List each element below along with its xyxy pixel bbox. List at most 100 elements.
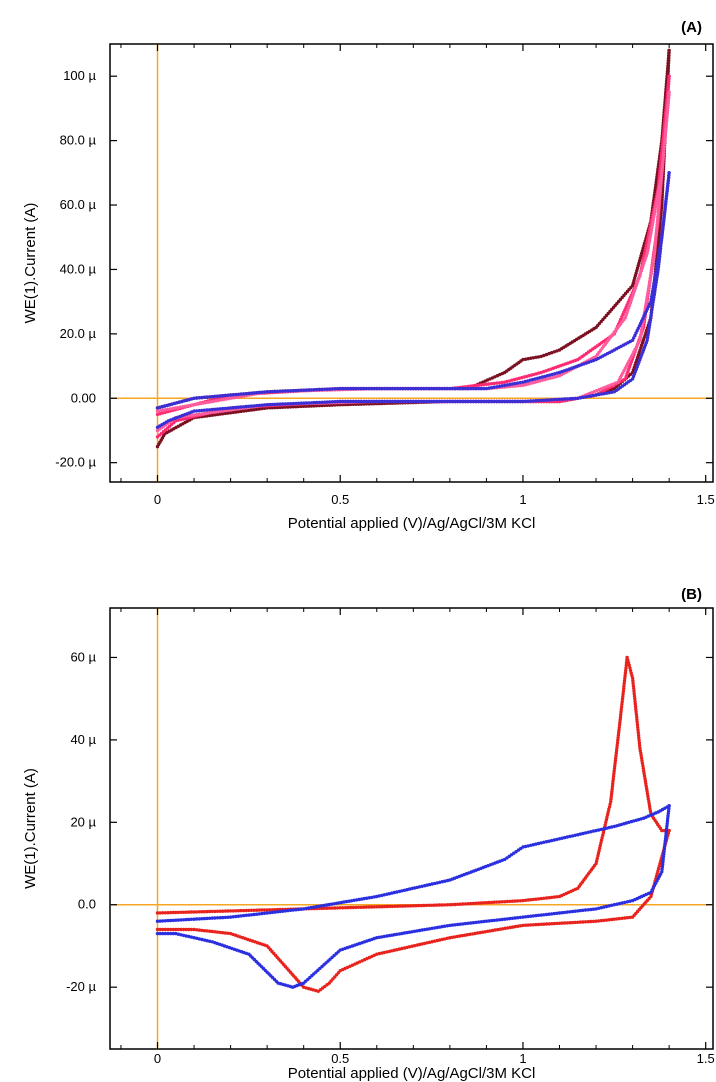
chart-a-data-point [214, 399, 218, 403]
chart-a-data-point [654, 180, 658, 184]
chart-b-data-point [647, 804, 652, 809]
chart-b-data-point [547, 912, 551, 916]
chart-a-data-point [359, 399, 363, 404]
chart-a-data-point [206, 400, 211, 404]
chart-b-data-point [602, 918, 606, 923]
chart-a-data-point [555, 397, 559, 402]
chart-a-data-point [176, 405, 180, 410]
chart-a-data-point [646, 246, 650, 250]
chart-a-data-point [375, 399, 379, 404]
chart-b-data-point [155, 931, 160, 936]
chart-a-data-point [508, 399, 512, 404]
chart-a-data-point [406, 386, 410, 391]
chart-b-data-point [665, 819, 670, 823]
chart-a-data-point [648, 318, 653, 322]
chart-b-data-point [552, 838, 556, 842]
chart-b-data-point [643, 776, 647, 781]
chart-b-data-point [560, 911, 564, 915]
chart-a-data-point [335, 399, 340, 404]
chart-a-data-point [495, 399, 499, 404]
chart-a-data-point [221, 412, 225, 416]
chart-a-data-point [643, 251, 647, 255]
chart-b-data-point [466, 921, 470, 925]
chart-b-data-point [510, 899, 515, 903]
chart-a-data-point [411, 399, 415, 404]
chart-b-data-point [631, 684, 636, 688]
chart-a-data-point [640, 325, 644, 330]
chart-a-data-point [191, 403, 195, 407]
chart-a-data-point [309, 388, 314, 392]
chart-a-data-point [341, 386, 345, 391]
chart-a-data-point [406, 399, 410, 404]
chart-b-data-point [362, 896, 366, 901]
chart-a-data-point [647, 328, 651, 332]
chart-a-data-point [597, 392, 601, 397]
chart-b-data-point [547, 839, 551, 843]
chart-b-data-point [609, 797, 613, 801]
chart-b-data-point [547, 896, 551, 900]
chart-b-data-point [654, 874, 659, 878]
chart-a-data-point [651, 220, 655, 224]
chart-a-data-point [401, 399, 405, 404]
chart-b-data-point [356, 905, 361, 909]
chart-a-data-point [315, 387, 319, 392]
chart-b-data-point [260, 911, 264, 916]
chart-a-data-point [661, 226, 665, 230]
chart-a-data-point [489, 399, 494, 404]
chart-a-data-point [662, 147, 666, 152]
chart-b-data-point [595, 859, 599, 863]
chart-b-data-point [594, 907, 598, 911]
chart-b-data-point [637, 743, 642, 748]
chart-b-data-point [307, 906, 311, 910]
chart-a-data-point [299, 404, 303, 409]
chart-a-data-point [656, 270, 660, 274]
chart-b-data-point [648, 809, 653, 814]
chart-b-data-point [458, 934, 462, 938]
chart-b-data-point [433, 939, 437, 943]
chart-a-data-point [221, 409, 225, 413]
chart-a-data-point [492, 399, 496, 404]
chart-a-data-point [663, 205, 667, 209]
chart-a-data-point [359, 386, 363, 391]
chart-b-data-point [195, 917, 199, 921]
chart-b-data-point [275, 910, 280, 914]
chart-a-data-point [550, 398, 554, 402]
chart-b-data-point [281, 909, 285, 913]
chart-b-data-point [416, 903, 421, 908]
chart-b-data-point [236, 909, 241, 913]
chart-a-data-point [664, 127, 668, 131]
chart-a-data-point [270, 389, 275, 394]
chart-a-data-point [296, 388, 301, 393]
chart-a-data-point [656, 212, 660, 217]
chart-b-data-point [617, 916, 622, 921]
chart-a-data-point [229, 396, 234, 400]
chart-a-data-point [661, 223, 665, 227]
chart-a-data-point [658, 194, 662, 198]
chart-b-data-point [531, 897, 536, 902]
chart-a-data-point [317, 403, 322, 408]
chart-b-data-point [636, 728, 640, 732]
chart-a-data-point [252, 391, 256, 395]
chart-b-data-point [616, 738, 620, 742]
chart-b-data-point [536, 897, 541, 901]
chart-a-data-point [667, 171, 671, 175]
chart-a-data-point [661, 158, 665, 162]
chart-a-data-point [312, 400, 316, 405]
chart-a-data-point [200, 408, 204, 413]
chart-a-data-point [484, 386, 489, 391]
chart-b-data-point [189, 935, 194, 939]
chart-b-data-point [647, 799, 651, 804]
chart-a-data-point [291, 389, 295, 393]
chart-a-data-point [213, 413, 217, 417]
chart-a-data-point [666, 101, 670, 105]
chart-b-data-point [583, 920, 588, 924]
chart-a-data-point [315, 400, 319, 405]
chart-a-data-point [657, 234, 661, 238]
chart-a-data-point [650, 264, 655, 268]
chart-a-data-point [403, 386, 408, 391]
chart-a-data-point [663, 207, 667, 212]
chart-a-data-point [443, 386, 447, 391]
chart-a-x-tick-label: 1.5 [697, 492, 715, 507]
chart-a-data-point [416, 386, 421, 391]
chart-b-data-point [617, 901, 622, 906]
